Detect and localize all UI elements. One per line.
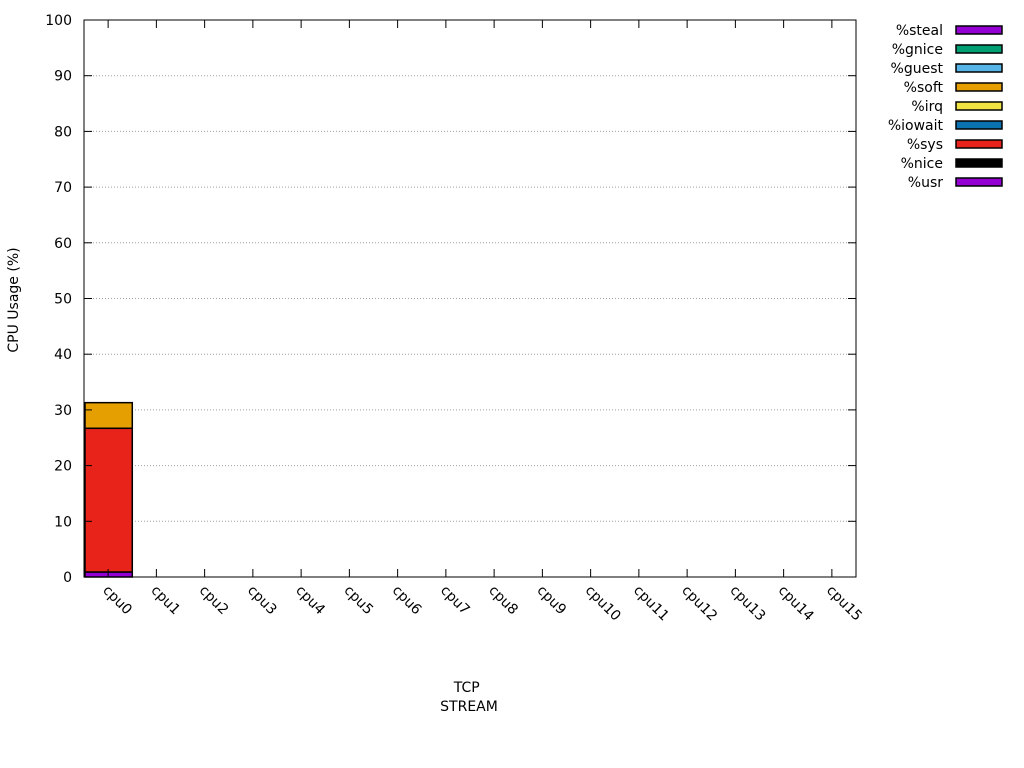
y-tick-label-70: 70 (54, 180, 72, 196)
bars (84, 401, 134, 578)
x-axis-label-line-2: STREAM (440, 699, 498, 715)
x-axis-label-line-1: TCP (453, 680, 480, 696)
x-tick-label-cpu1: cpu1 (148, 583, 184, 619)
bar-cpu0-soft (84, 401, 134, 430)
y-axis-label: CPU Usage (%) (6, 247, 22, 352)
y-tick-label-10: 10 (54, 514, 72, 530)
bar-cpu0-sys (84, 427, 134, 573)
x-tick-label-cpu12: cpu12 (678, 583, 720, 625)
x-tick-label-cpu3: cpu3 (244, 583, 280, 619)
y-tick-label-30: 30 (54, 403, 72, 419)
legend-label-irq: %irq (911, 99, 943, 115)
legend-swatch-steal (955, 25, 1003, 35)
y-tick-label-60: 60 (54, 236, 72, 252)
x-tick-label-cpu14: cpu14 (775, 583, 817, 625)
legend-swatch-guest (955, 63, 1003, 73)
x-tick-label-cpu11: cpu11 (630, 583, 672, 625)
legend-swatch-iowait (955, 120, 1003, 130)
legend-label-sys: %sys (907, 137, 943, 153)
legend-swatch-soft (955, 82, 1003, 92)
legend-label-soft: %soft (904, 80, 944, 96)
x-tick-label-cpu15: cpu15 (823, 583, 865, 625)
x-tick-label-cpu5: cpu5 (341, 583, 377, 619)
x-tick-label-cpu7: cpu7 (437, 583, 473, 619)
legend-label-gnice: %gnice (892, 42, 943, 58)
y-axis-ticks: 0 10 20 30 40 50 60 70 80 90 100 (45, 13, 856, 586)
x-tick-label-cpu6: cpu6 (389, 583, 425, 619)
x-axis-label: TCP STREAM (440, 680, 498, 715)
x-tick-label-cpu9: cpu9 (534, 583, 570, 619)
x-tick-label-cpu8: cpu8 (485, 583, 521, 619)
legend: %steal %gnice %guest %soft %irq %iowait %sys %n… (888, 23, 1003, 191)
grid-lines (84, 75, 856, 522)
x-tick-label-cpu0: cpu0 (99, 583, 135, 619)
x-tick-label-cpu4: cpu4 (292, 583, 328, 619)
legend-label-iowait: %iowait (888, 118, 944, 134)
legend-swatch-usr (955, 177, 1003, 187)
y-tick-label-40: 40 (54, 347, 72, 363)
legend-swatch-irq (955, 101, 1003, 111)
bar-cpu0-usr (84, 571, 134, 578)
y-tick-label-90: 90 (54, 69, 72, 85)
y-tick-label-20: 20 (54, 459, 72, 475)
legend-label-guest: %guest (891, 61, 944, 77)
legend-swatch-sys (955, 139, 1003, 149)
x-axis-ticks: cpu0 cpu1 cpu2 cpu3 cpu4 cpu5 cpu6 cpu7 cpu8 cpu9… (99, 20, 865, 624)
y-tick-label-100: 100 (45, 13, 72, 29)
legend-swatch-gnice (955, 44, 1003, 54)
x-tick-label-cpu13: cpu13 (727, 583, 769, 625)
legend-label-usr: %usr (908, 175, 943, 191)
y-tick-label-0: 0 (63, 570, 72, 586)
plot-frame (83, 19, 857, 578)
x-tick-label-cpu2: cpu2 (196, 583, 232, 619)
legend-swatch-nice (955, 158, 1003, 168)
legend-label-nice: %nice (901, 156, 943, 172)
y-tick-label-80: 80 (54, 124, 72, 140)
x-tick-label-cpu10: cpu10 (582, 583, 624, 625)
legend-label-steal: %steal (896, 23, 943, 39)
y-tick-label-50: 50 (54, 292, 72, 308)
